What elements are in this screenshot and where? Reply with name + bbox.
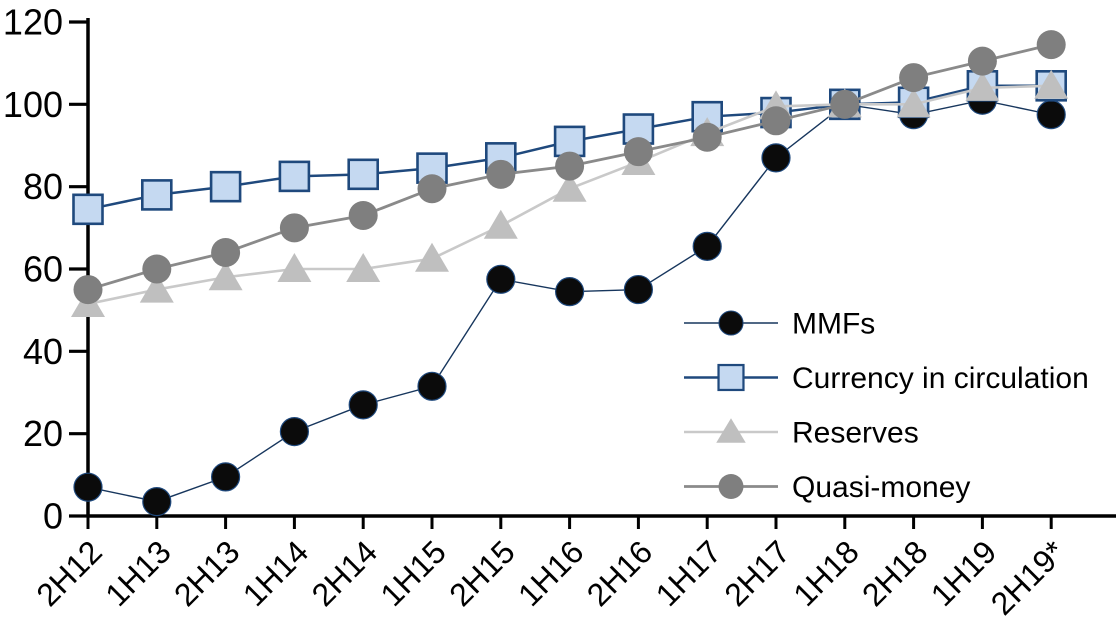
x-tick-label: 1H17 [649,533,729,613]
y-tick-label: 20 [23,413,63,454]
y-tick-label: 80 [23,166,63,207]
x-axis: 2H121H132H131H142H141H152H151H162H161H17… [29,514,1116,622]
x-tick-label: 2H14 [305,533,385,613]
marker-mmfs [142,486,172,517]
marker-reserves [415,242,449,272]
marker-currency-in-circulation [278,160,311,193]
legend-item-currency-in-circulation: Currency in circulation [684,362,1089,395]
marker-currency-in-circulation [553,125,586,158]
marker-quasi-money [417,174,447,204]
marker-quasi-money [899,63,929,93]
x-tick-label: 2H15 [442,533,522,613]
marker-reserves [1034,69,1069,99]
marker-currency-in-circulation [209,170,242,203]
marker-reserves [552,172,587,202]
marker-quasi-money [555,151,585,181]
marker-quasi-money [623,137,653,167]
legend: MMFs Currency in circulation Reserves Quasi… [684,308,1089,504]
legend-marker-quasi-money [718,474,744,499]
legend-item-quasi-money: Quasi-money [684,471,970,504]
marker-mmfs [211,462,241,492]
marker-mmfs [279,417,309,447]
x-tick-label: 1H13 [98,533,178,613]
marker-quasi-money [830,89,860,119]
x-tick-label: 1H14 [236,533,316,613]
marker-mmfs [486,264,516,294]
marker-quasi-money [486,159,516,189]
marker-quasi-money [142,254,172,284]
marker-quasi-money [279,213,309,243]
marker-mmfs [554,277,585,307]
y-tick-label: 120 [3,2,63,43]
legend-marker-mmfs [718,310,744,336]
marker-quasi-money [761,106,791,136]
series-quasi-money [73,30,1066,305]
x-tick-label: 2H16 [580,533,660,613]
legend-marker-currency-in-circulation [717,363,745,392]
marker-currency-in-circulation [72,193,104,226]
marker-mmfs [1036,100,1066,130]
y-axis: 0 20 40 60 80 100 120 [3,2,90,537]
marker-mmfs [417,371,447,401]
marker-quasi-money [211,238,241,268]
x-tick-label: 1H18 [786,533,866,613]
marker-currency-in-circulation [141,179,173,211]
legend-marker-reserves [716,418,746,443]
marker-quasi-money [967,46,997,76]
legend-item-mmfs: MMFs [684,308,875,341]
y-tick-label: 60 [23,249,63,290]
marker-quasi-money [692,122,722,152]
series-reserves [71,69,1069,317]
legend-label: Quasi-money [792,471,970,504]
y-tick-label: 0 [43,496,63,537]
marker-reserves [346,253,381,282]
x-tick-label: 2H18 [855,533,935,613]
legend-label: Reserves [792,417,919,450]
legend-item-reserves: Reserves [684,417,919,450]
marker-reserves [139,273,174,303]
marker-quasi-money [73,275,103,305]
legend-label: MMFs [792,308,875,341]
legend-label: Currency in circulation [792,362,1089,395]
marker-mmfs [761,143,791,173]
marker-reserves [208,261,243,291]
marker-reserves [277,253,312,282]
x-tick-label: 1H15 [373,533,453,613]
x-tick-label: 2H12 [29,533,109,613]
y-tick-label: 40 [23,331,63,372]
marker-quasi-money [1036,30,1066,60]
marker-mmfs [692,231,722,261]
marker-reserves [965,71,1000,101]
x-tick-label: 2H17 [717,533,797,613]
marker-quasi-money [348,200,378,230]
x-tick-label: 1H16 [511,533,591,613]
marker-mmfs [623,274,654,305]
marker-reserves [896,88,931,118]
marker-mmfs [73,472,103,502]
marker-reserves [483,209,518,239]
x-tick-label: 2H19* [984,533,1072,621]
series-mmfs [73,85,1066,517]
y-tick-label: 100 [3,84,63,125]
marker-currency-in-circulation [347,158,380,191]
x-tick-label: 2H13 [167,533,247,613]
marker-mmfs [348,390,378,420]
